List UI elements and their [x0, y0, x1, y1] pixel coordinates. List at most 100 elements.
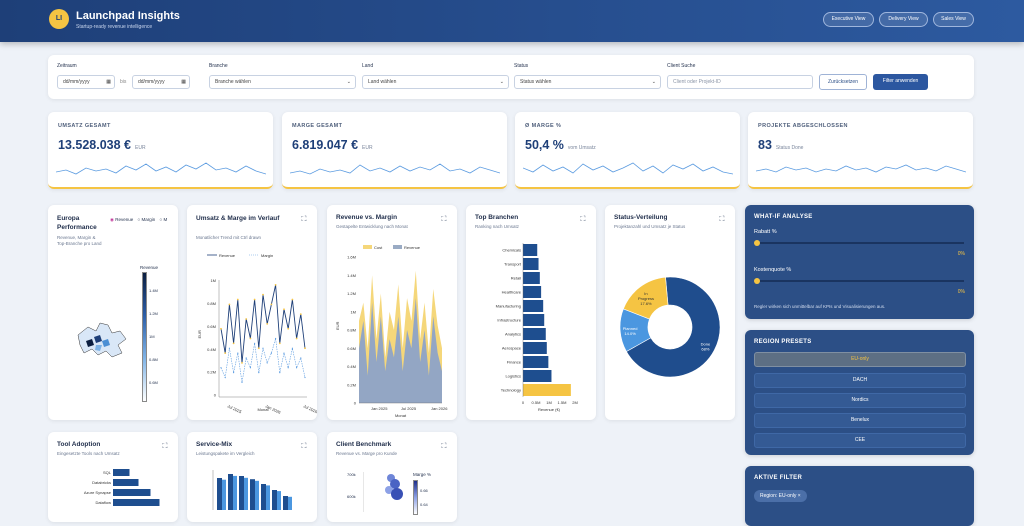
executive-view-button[interactable]: Executive View — [823, 12, 874, 27]
category-label: Infrastructure — [497, 318, 521, 323]
category-label: Retail — [511, 276, 521, 281]
legend-label: Margin — [261, 253, 273, 258]
kosten-value: 0% — [957, 289, 965, 295]
bar-secondary — [244, 477, 248, 510]
y-tick-label: 0.8M — [207, 301, 216, 306]
preset-eu-only[interactable]: EU-only — [754, 352, 966, 367]
kpi-value-text: 83 — [758, 138, 772, 152]
kosten-slider-handle[interactable] — [754, 278, 760, 284]
radio-revenue[interactable]: ◉ Revenue — [110, 217, 134, 222]
kpi-value: 13.528.038 € EUR — [58, 138, 146, 152]
y-tick-label: 1.4M — [347, 273, 356, 278]
y-tick-label: 0 — [214, 393, 217, 398]
y-tick-label: 0.8M — [347, 328, 356, 333]
x-axis-label: Monat — [257, 407, 269, 412]
land-select[interactable]: Land wählen ⌄ — [362, 75, 509, 89]
delivery-view-button[interactable]: Delivery View — [879, 12, 928, 27]
date-to-input[interactable]: dd/mm/yyyy ▦ — [132, 75, 190, 89]
calendar-icon: ▦ — [106, 79, 111, 85]
kpi-value-text: 6.819.047 € — [292, 138, 359, 152]
slice-label: Planned 14.0% — [623, 326, 638, 336]
category-label: Aerospace — [502, 346, 522, 351]
color-scale — [413, 480, 418, 515]
status-value: Status wählen — [520, 79, 552, 85]
series-line-revenue — [220, 284, 306, 363]
service-mix-card: Service-Mix Leistungspakete im Vergleich… — [187, 432, 317, 522]
y-tick-label: 0.2M — [347, 382, 356, 387]
radio-label: M — [163, 217, 168, 222]
x-tick-label: Jan 2025 — [371, 406, 388, 411]
card-subtitle: Monatlicher Trend mit Ctrl drawn — [196, 235, 262, 240]
card-title: Client Benchmark — [336, 441, 392, 448]
scatter-point[interactable] — [390, 479, 400, 489]
radio-label: Margin — [141, 217, 156, 222]
data-point — [220, 367, 222, 369]
data-point — [279, 372, 281, 374]
scatter-point[interactable] — [391, 488, 403, 500]
panel-title: REGION PRESETS — [754, 339, 812, 345]
filter-chip[interactable]: Region: EU-only × — [754, 490, 807, 502]
category-label: Dataflow — [95, 500, 111, 505]
x-tick-label: Jul 2025 — [401, 406, 417, 411]
kosten-slider-track[interactable] — [757, 280, 964, 282]
kpi-unit: Status Done — [775, 145, 804, 151]
top-branchen-card: Top Branchen Ranking nach Umsatz ⛶ Chemi… — [466, 205, 596, 420]
data-point — [266, 322, 269, 325]
card-title: Service-Mix — [196, 441, 233, 448]
sales-view-button[interactable]: Sales View — [933, 12, 974, 27]
radio-margin[interactable]: ○ Margin — [137, 217, 156, 222]
expand-icon[interactable]: ⛶ — [301, 443, 307, 450]
preset-dach[interactable]: DACH — [754, 373, 966, 388]
client-benchmark-card: Client Benchmark Revenue vs. Marge pro K… — [327, 432, 457, 522]
category-label: Databricks — [92, 480, 111, 485]
preset-nordics[interactable]: Nordics — [754, 393, 966, 408]
expand-icon[interactable]: ⛶ — [162, 443, 168, 450]
data-point — [270, 352, 272, 354]
service-mix-chart — [212, 470, 292, 510]
close-icon[interactable]: × — [797, 493, 801, 499]
client-scatter-chart — [363, 472, 403, 512]
client-search-input[interactable]: Client oder Projekt-ID — [667, 75, 813, 89]
card-title: Tool Adoption — [57, 441, 101, 448]
expand-icon[interactable]: ⛶ — [580, 216, 586, 223]
expand-icon[interactable]: ⛶ — [441, 216, 447, 223]
radio-more[interactable]: ○ M — [159, 217, 168, 222]
data-point — [304, 376, 306, 379]
bar-azure-synapse — [113, 489, 151, 496]
reset-button[interactable]: Zurücksetzen — [819, 74, 867, 90]
expand-icon[interactable]: ⛶ — [301, 216, 307, 223]
date-from-input[interactable]: dd/mm/yyyy ▦ — [57, 75, 115, 89]
preset-cee[interactable]: CEE — [754, 433, 966, 448]
data-point — [266, 362, 268, 364]
data-point — [296, 367, 298, 369]
kpi-label: MARGE GESAMT — [292, 123, 343, 129]
x-tick-label: 0 — [522, 400, 525, 405]
rabatt-slider-handle[interactable] — [754, 240, 760, 246]
umsatz-card: Umsatz & Marge im Verlauf Monatlicher Tr… — [187, 205, 317, 420]
data-point — [236, 298, 239, 301]
x-tick-label: 2M — [572, 400, 578, 405]
expand-icon[interactable]: ⛶ — [719, 216, 725, 223]
preset-benelux[interactable]: Benelux — [754, 413, 966, 428]
status-card: Status-Verteilung Projektanzahl und Umsa… — [605, 205, 735, 420]
data-point — [275, 337, 277, 340]
data-point — [224, 352, 227, 355]
status-select[interactable]: Status wählen ⌄ — [514, 75, 661, 89]
bar-secondary — [277, 491, 281, 510]
kpi-projekte: PROJEKTE ABGESCHLOSSEN 83 Status Done — [748, 112, 973, 189]
umsatz-chart: Revenue Margin 1M 0.8M 0.6M 0.4M 0.2M 0 EUR Jul 2… — [197, 253, 317, 415]
apply-filter-button[interactable]: Filter anwenden — [873, 74, 928, 90]
scale-tick: 0.66 — [420, 488, 428, 493]
expand-icon[interactable]: ⛶ — [441, 443, 447, 450]
chevron-down-icon: ⌄ — [651, 79, 656, 85]
rabatt-slider-track[interactable] — [757, 242, 964, 244]
scatter-point[interactable] — [385, 486, 393, 494]
data-point — [232, 342, 235, 345]
europe-map[interactable] — [68, 315, 138, 365]
data-point — [241, 361, 243, 364]
y-tick-label: 0.4M — [347, 364, 356, 369]
legend-label: Revenue — [404, 245, 421, 250]
metric-radio-group: ◉ Revenue ○ Margin ○ M — [110, 217, 167, 223]
branche-select[interactable]: Branche wählen ⌄ — [209, 75, 356, 89]
client-search-label: Client Suche — [667, 63, 696, 69]
